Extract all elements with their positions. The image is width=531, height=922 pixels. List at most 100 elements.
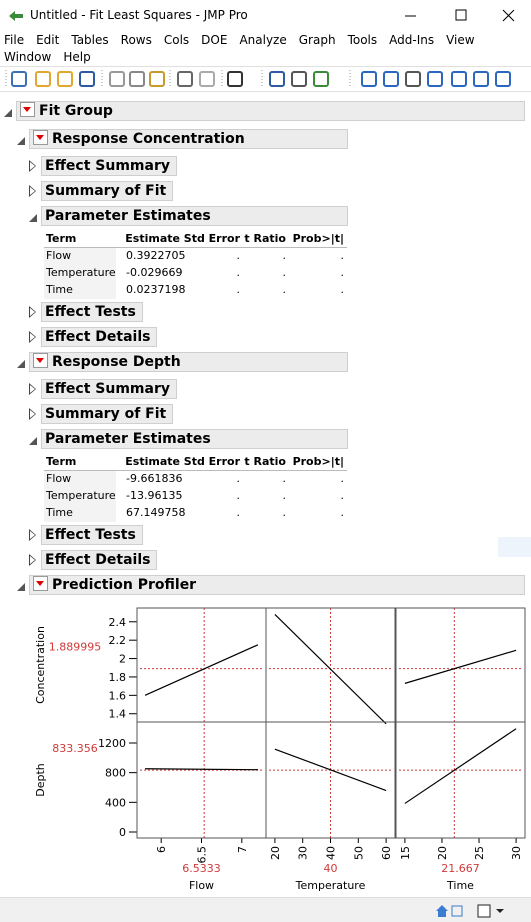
column-header: Std Error <box>183 455 240 468</box>
y-tick-label: 1.4 <box>109 708 127 721</box>
column-header: Estimate <box>125 455 180 468</box>
x-tick-label: 30 <box>510 846 523 860</box>
table-cell: . <box>340 283 345 296</box>
tool-button[interactable] <box>383 71 399 87</box>
table-cell: . <box>282 506 287 519</box>
disclosure-toggle[interactable] <box>29 529 36 541</box>
tool-button[interactable] <box>109 71 125 87</box>
disclosure-toggle[interactable] <box>4 109 12 117</box>
prediction-trace <box>274 748 387 792</box>
menu-item[interactable]: DOE <box>201 33 228 47</box>
disclosure-toggle[interactable] <box>29 408 36 420</box>
disclosure-toggle[interactable] <box>29 214 37 222</box>
menu-item[interactable]: Analyze <box>239 33 287 47</box>
outline-title: Prediction Profiler <box>52 577 197 593</box>
tool-button[interactable] <box>495 71 511 87</box>
menu-item[interactable]: Help <box>63 50 91 64</box>
window-title: Untitled - Fit Least Squares - JMP Pro <box>30 8 248 22</box>
response-name: Concentration <box>34 626 47 704</box>
tool-button[interactable] <box>291 71 307 87</box>
toolbar-icons <box>5 70 511 88</box>
disclosure-toggle[interactable] <box>29 554 36 566</box>
tool-button[interactable] <box>177 71 193 87</box>
outline-header: Effect Summary <box>41 379 177 399</box>
table-cell: . <box>236 283 241 296</box>
menu-item[interactable]: Cols <box>163 33 190 47</box>
y-tick-label: 2.4 <box>109 616 127 629</box>
disclosure-toggle[interactable] <box>29 331 36 343</box>
disclosure-toggle[interactable] <box>29 383 36 395</box>
menu-item[interactable]: Tools <box>347 33 378 47</box>
red-triangle-menu[interactable] <box>33 353 48 368</box>
x-tick-label: 20 <box>269 846 282 860</box>
outline-title: Effect Tests <box>45 304 136 320</box>
outline-title: Response Concentration <box>52 131 245 147</box>
menu-item[interactable]: Window <box>4 50 52 64</box>
menu-item[interactable]: Rows <box>120 33 152 47</box>
x-tick-label: 40 <box>325 846 338 860</box>
tool-button[interactable] <box>199 71 215 87</box>
menu-item[interactable]: Tables <box>71 33 109 47</box>
outline-header: Effect Tests <box>41 525 143 545</box>
toolbar <box>0 66 531 92</box>
outline-header: Parameter Estimates <box>41 429 348 449</box>
factor-current-value: 21.667 <box>441 862 480 875</box>
outline-title: Effect Summary <box>45 381 170 397</box>
red-triangle-menu[interactable] <box>33 130 48 145</box>
outline-title: Summary of Fit <box>45 183 167 199</box>
tool-button[interactable] <box>227 71 243 87</box>
outline-header: Effect Details <box>41 550 158 570</box>
table-cell: . <box>340 472 345 485</box>
menu-item[interactable]: Graph <box>298 33 336 47</box>
disclosure-toggle[interactable] <box>29 306 36 318</box>
menu-item[interactable]: Add-Ins <box>389 33 435 47</box>
y-tick-label: 800 <box>105 767 126 780</box>
factor-name: Time <box>446 879 474 892</box>
tool-button[interactable] <box>313 71 329 87</box>
profiler-panel <box>136 721 267 839</box>
tool-button[interactable] <box>35 71 51 87</box>
menu-item[interactable]: Edit <box>36 33 60 47</box>
menu-item[interactable]: View <box>446 33 475 47</box>
table-cell: . <box>340 506 345 519</box>
disclosure-toggle[interactable] <box>17 137 25 145</box>
disclosure-toggle[interactable] <box>29 185 36 197</box>
tool-button[interactable] <box>427 71 443 87</box>
tool-button[interactable] <box>451 71 467 87</box>
disclosure-toggle[interactable] <box>17 360 25 368</box>
outline-header: Fit Group <box>16 101 525 121</box>
menu-item[interactable]: File <box>4 33 25 47</box>
column-header: t Ratio <box>244 232 286 245</box>
y-tick-label: 1200 <box>98 737 126 750</box>
status-icons[interactable] <box>434 903 529 919</box>
y-tick-label: 1.6 <box>109 689 127 702</box>
tool-button[interactable] <box>473 71 489 87</box>
table-cell: Flow <box>46 472 72 485</box>
tool-button[interactable] <box>149 71 165 87</box>
prediction-trace <box>144 644 259 696</box>
x-tick-label: 20 <box>436 846 449 860</box>
tool-button[interactable] <box>57 71 73 87</box>
prediction-trace <box>404 649 517 684</box>
tool-button[interactable] <box>79 71 95 87</box>
window-controls[interactable] <box>400 8 525 24</box>
disclosure-toggle[interactable] <box>29 437 37 445</box>
table-cell: Time <box>46 283 73 296</box>
tool-button[interactable] <box>405 71 421 87</box>
tool-button[interactable] <box>269 71 285 87</box>
tool-button[interactable] <box>11 71 27 87</box>
red-triangle-menu[interactable] <box>33 576 48 591</box>
red-triangle-menu[interactable] <box>20 102 35 117</box>
disclosure-toggle[interactable] <box>17 583 25 591</box>
tool-button[interactable] <box>129 71 145 87</box>
tool-button[interactable] <box>361 71 377 87</box>
outline-title: Effect Tests <box>45 527 136 543</box>
profiler-panel <box>136 607 267 723</box>
outline-title: Response Depth <box>52 354 181 370</box>
outline-title: Parameter Estimates <box>45 431 211 447</box>
table-cell: 0.3922705 <box>126 249 186 262</box>
disclosure-toggle[interactable] <box>29 160 36 172</box>
table-cell: Temperature <box>46 489 116 502</box>
table-cell: . <box>282 249 287 262</box>
